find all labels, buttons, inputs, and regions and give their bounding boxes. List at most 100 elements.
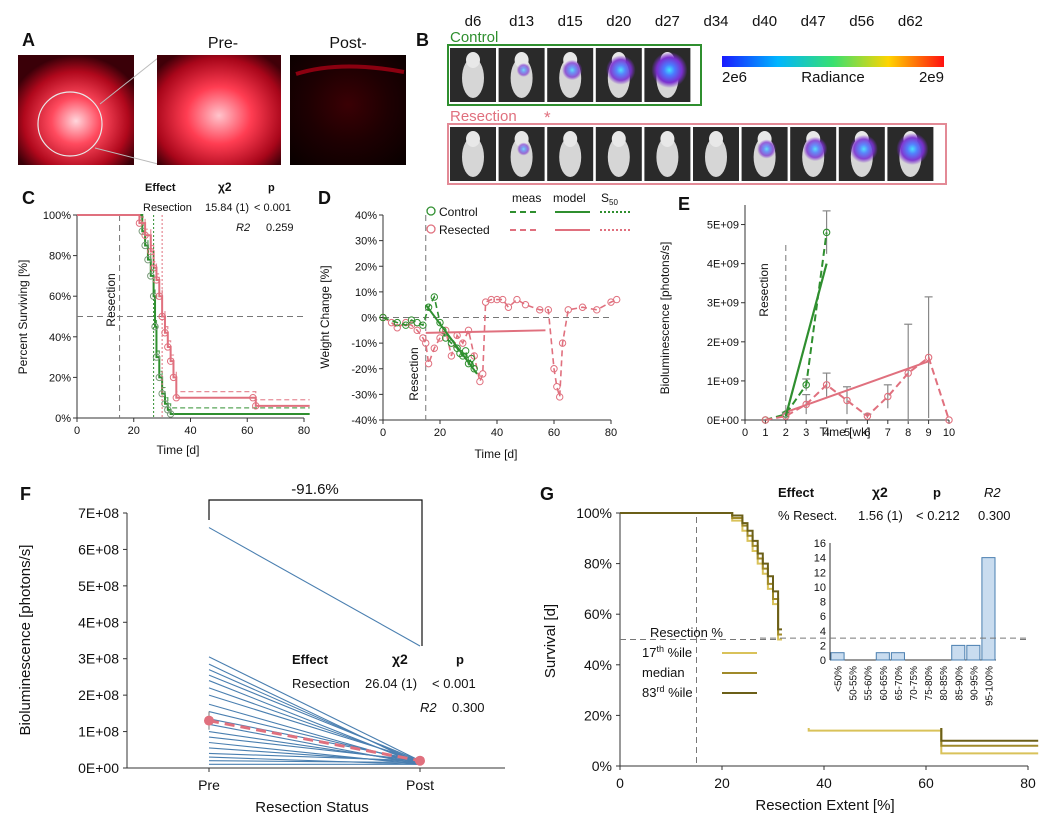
chart-d-y-tick-label: 30%: [355, 236, 377, 248]
panel-letter-d: D: [318, 188, 331, 208]
chart-f-y-tick-label: 1E+08: [78, 724, 119, 740]
legend-s50: S50: [601, 191, 618, 207]
chart-d-point: [550, 365, 558, 373]
chart-e-series: [761, 210, 953, 424]
inset-y-tick-label: 2: [820, 640, 826, 652]
inset-x-tick-label: 75-80%: [924, 666, 935, 701]
chart-d-y-tick-label: 20%: [355, 261, 377, 273]
chart-f-y-tick-label: 7E+08: [78, 505, 119, 521]
stats-header-r2: R2: [984, 485, 1001, 500]
chart-c-point: [141, 231, 149, 240]
inset-x-tick-label: 55-60%: [864, 666, 875, 701]
legend-control-label: Control: [439, 205, 478, 219]
day-label: d40: [752, 13, 777, 30]
inset-bar: [830, 652, 845, 661]
legend-item-label: 83rd %ile: [642, 684, 693, 700]
stats-header-p: p: [933, 485, 941, 500]
colorbar-max: 2e9: [919, 69, 944, 86]
inset-x-tick-label: 80-85%: [939, 666, 950, 701]
stats-r2-value: 0.259: [266, 222, 294, 234]
chart-e-point: [761, 416, 770, 424]
stats-row-chi2: 1.56 (1): [858, 508, 903, 523]
resection-row-label: Resection: [450, 108, 517, 125]
chart-d-y-tick-label: -30%: [351, 389, 377, 401]
chart-e-x-tick-label: 2: [783, 427, 789, 439]
chart-f-x-tick-label: Pre: [198, 777, 220, 793]
inset-y-tick-label: 0: [820, 655, 826, 667]
chart-d-point: [553, 382, 561, 391]
chart-e-x-tick-label: 9: [926, 427, 932, 439]
stats-header-chi2: χ2: [218, 180, 232, 194]
chart-e-resection-label: Resection: [757, 263, 771, 316]
chart-d-point: [436, 334, 444, 342]
resection-mouse-signal: [849, 134, 878, 164]
chart-e-y-tick-label: 1E+09: [707, 376, 739, 388]
chart-d-y-tick-label: -40%: [351, 415, 377, 427]
legend-items: 17th %ile median 83rd %ile: [642, 644, 757, 700]
chart-c-x-tick-label: 80: [298, 425, 310, 437]
chart-d-point: [379, 313, 387, 322]
chart-d-point: [461, 347, 470, 355]
pre-zoom-image: [157, 55, 281, 165]
stats-row-effect: Resection: [143, 202, 192, 214]
chart-f-subject-line: [208, 669, 421, 764]
chart-d-point: [436, 318, 444, 327]
chart-e-point: [945, 416, 953, 424]
chart-c-y-tick-label: 60%: [49, 291, 71, 303]
panel-letter-c: C: [22, 188, 35, 208]
chart-e-y-tick-label: 2E+09: [707, 337, 739, 349]
chart-d-point: [513, 295, 521, 304]
chart-f-mean-pre: [204, 715, 214, 726]
inset-x-tick-label: 65-70%: [894, 666, 905, 701]
chart-d-xlabel: Time [d]: [475, 447, 518, 461]
chart-f-mean-post: [415, 755, 425, 766]
chart-f-subject-line: [208, 527, 421, 647]
stats-header-p: p: [268, 182, 275, 194]
chart-e-x-tick-label: 0: [742, 427, 748, 439]
chart-d-point: [556, 393, 564, 401]
post-label: Post-: [329, 35, 366, 52]
legend-model: model: [553, 191, 586, 205]
chart-g-axes: 0 20 40 60 800%20%40%60%80%100%: [576, 505, 1036, 791]
chart-d-point: [521, 300, 530, 309]
chart-f-subject-line: [208, 656, 421, 762]
chart-e-point: [863, 412, 872, 420]
chart-f-mean-line: [208, 719, 421, 763]
chart-g-ylabel: Survival [d]: [542, 604, 559, 678]
inset-x-tick-label: 70-75%: [909, 666, 920, 701]
day-label: d62: [898, 13, 923, 30]
chart-d-point: [470, 365, 478, 373]
chart-f-bracket: [208, 499, 423, 646]
panel-f: F 0E+00 1E+08 2E+08 3E+08 4E+08 5E+08 6E+08 7E+…: [17, 481, 505, 816]
inset-bar: [875, 652, 890, 661]
chart-d-point: [447, 352, 456, 360]
tumor-outline: [37, 91, 103, 157]
inset-x-tick-label: 50-55%: [849, 666, 860, 701]
resection-mouse-body: [559, 137, 582, 177]
day-label: d56: [849, 13, 874, 30]
chart-c-point: [249, 394, 257, 402]
inset-y-tick-label: 8: [820, 597, 826, 609]
chart-f-subject-line: [208, 760, 421, 764]
legend-meas: meas: [512, 191, 541, 205]
chart-e-x-tick-label: 4: [824, 427, 830, 439]
control-row-label: Control: [450, 29, 498, 46]
inset-y-tick-label: 6: [820, 611, 826, 623]
resection-mouse-head: [709, 131, 723, 147]
chart-d-point: [479, 370, 487, 378]
chart-d-point: [499, 295, 507, 304]
chart-d-point: [387, 318, 396, 327]
chart-f-subject-line: [208, 674, 421, 762]
chart-c-point: [152, 353, 161, 361]
chart-d-series: [379, 215, 621, 420]
chart-d-series-line: [382, 294, 475, 369]
chart-d-y-tick-label: -20%: [351, 364, 377, 376]
chart-f-y-tick-label: 3E+08: [78, 651, 119, 667]
radiance-colorbar: [722, 56, 944, 67]
chart-d-x-tick-label: 40: [491, 427, 503, 439]
chart-d-point: [430, 344, 438, 352]
chart-c-x-tick-label: 0: [74, 425, 80, 437]
chart-g-y-tick-label: 20%: [584, 707, 612, 723]
chart-d-point: [393, 318, 401, 327]
resection-mouse-signal: [517, 142, 531, 156]
